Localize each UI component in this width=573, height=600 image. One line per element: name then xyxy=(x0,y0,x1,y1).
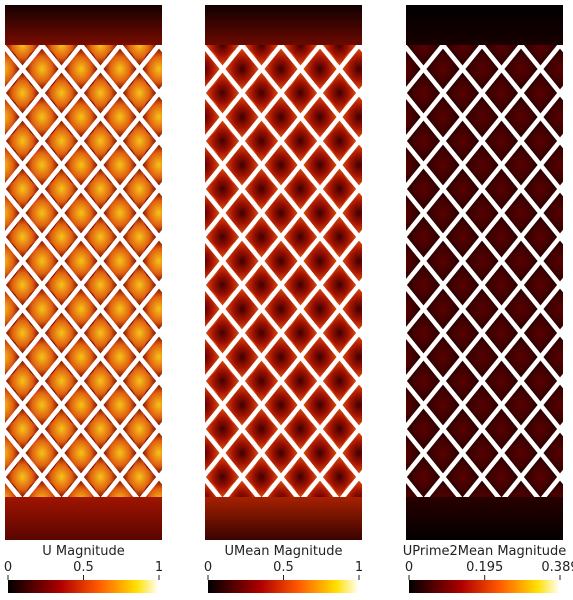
tick-label: 0.5 xyxy=(273,560,294,575)
field-lattice xyxy=(0,45,167,497)
tick-label: 0 xyxy=(4,560,12,575)
tick-label: 1 xyxy=(155,560,163,575)
tick-label: 0.389 xyxy=(541,560,573,575)
tick-label: 0.195 xyxy=(466,560,503,575)
field-lattice xyxy=(401,45,568,497)
panel-title: U Magnitude xyxy=(42,544,125,559)
tick-label: 0.5 xyxy=(73,560,94,575)
colorbar xyxy=(208,580,359,593)
panel-title: UMean Magnitude xyxy=(225,544,343,559)
page: U Magnitude 0 0.5 1 UMean Magnitude 0 0.5 1 UPri… xyxy=(0,0,573,596)
field-lattice xyxy=(200,45,367,497)
field-panel xyxy=(401,5,568,540)
figure: U Magnitude 0 0.5 1 UMean Magnitude 0 0.5 1 UPri… xyxy=(0,0,573,596)
field-panel xyxy=(200,5,367,540)
field-panel xyxy=(0,5,167,540)
panel-title: UPrime2Mean Magnitude xyxy=(403,544,566,559)
colorbar xyxy=(8,580,159,593)
tick-label: 1 xyxy=(355,560,363,575)
colorbar xyxy=(409,580,560,593)
tick-label: 0 xyxy=(405,560,413,575)
tick-label: 0 xyxy=(204,560,212,575)
